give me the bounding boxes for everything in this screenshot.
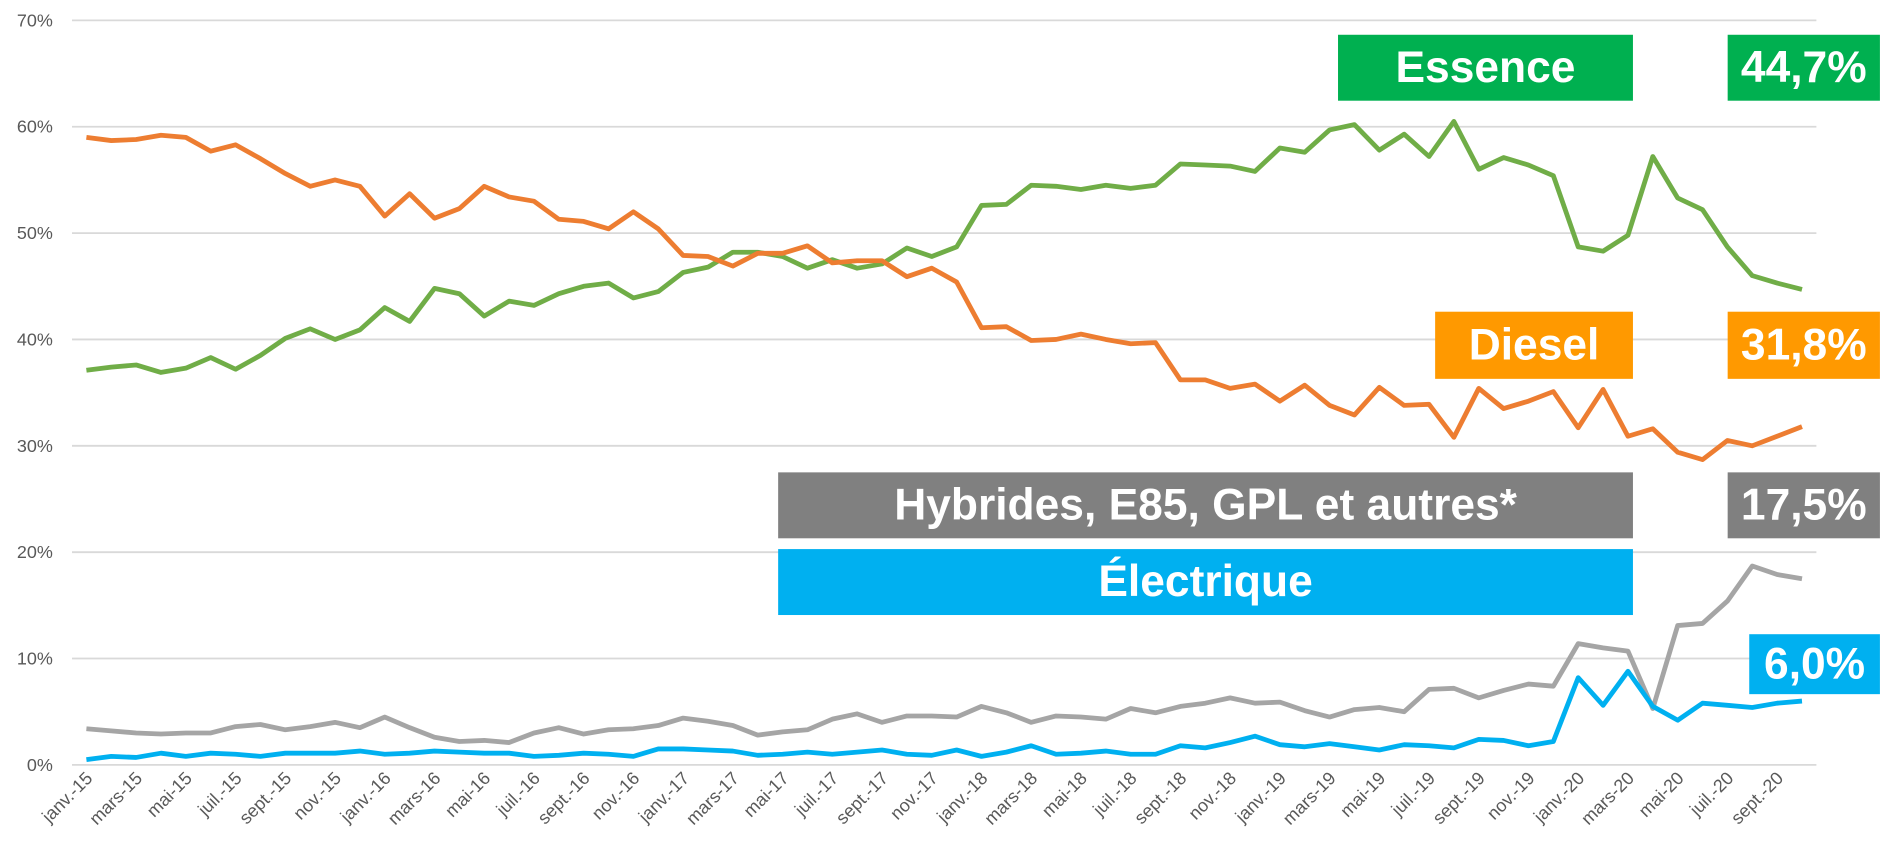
x-tick-label: sept.-19 (1429, 768, 1489, 828)
end-label: 17,5% (1741, 480, 1867, 529)
end-label-box (1727, 311, 1880, 379)
series-line (86, 563, 1803, 745)
x-tick-label: mars-17 (682, 768, 743, 829)
legend-box (1435, 311, 1633, 379)
series-line (86, 119, 1803, 375)
x-tick-label: mai-17 (740, 768, 793, 821)
x-tick-label: mai-15 (143, 768, 196, 821)
end-label-box (1727, 472, 1880, 539)
legend-label: Électrique (1098, 556, 1312, 606)
x-tick-label: mars-20 (1577, 768, 1638, 829)
legend-box (778, 549, 1633, 616)
y-tick-label: 40% (17, 329, 53, 349)
x-tick-label: nov.-18 (1185, 768, 1241, 824)
x-tick-label: nov.-15 (289, 768, 345, 824)
x-tick-label: mai-19 (1336, 768, 1389, 821)
y-tick-label: 20% (17, 542, 53, 562)
end-label: 6,0% (1764, 639, 1865, 688)
x-tick-label: nov.-16 (588, 768, 644, 824)
y-tick-label: 30% (17, 436, 53, 456)
x-tick-label: sept.-20 (1727, 768, 1787, 828)
x-tick-label: mars-16 (384, 768, 445, 829)
y-tick-label: 50% (17, 223, 53, 243)
legend-label: Hybrides, E85, GPL et autres* (894, 480, 1517, 529)
y-tick-label: 10% (17, 649, 53, 669)
x-tick-label: mars-18 (980, 768, 1041, 829)
end-label-box (1727, 34, 1880, 101)
x-tick-label: mai-20 (1635, 768, 1688, 821)
y-tick-label: 60% (17, 117, 53, 137)
end-label: 31,8% (1741, 320, 1867, 369)
x-tick-label: mai-18 (1038, 768, 1091, 821)
x-tick-label: sept.-18 (1130, 768, 1190, 828)
x-tick-label: nov.-17 (886, 768, 942, 824)
x-tick-label: mai-16 (441, 768, 494, 821)
y-tick-label: 70% (17, 10, 53, 30)
end-label: 44,7% (1741, 43, 1867, 92)
x-tick-label: mars-15 (85, 768, 146, 829)
x-tick-label: sept.-17 (832, 768, 892, 828)
x-tick-label: nov.-19 (1483, 768, 1539, 824)
legend-label: Essence (1395, 43, 1575, 92)
series-line (86, 132, 1803, 463)
legend-box (1338, 34, 1633, 101)
x-tick-label: sept.-16 (534, 768, 594, 828)
legend-box (778, 472, 1633, 539)
x-tick-label: sept.-15 (235, 768, 295, 828)
end-label-box (1749, 634, 1880, 695)
series-line (86, 668, 1803, 762)
y-tick-label: 0% (27, 755, 53, 775)
x-tick-label: mars-19 (1279, 768, 1340, 829)
legend-label: Diesel (1469, 320, 1600, 369)
